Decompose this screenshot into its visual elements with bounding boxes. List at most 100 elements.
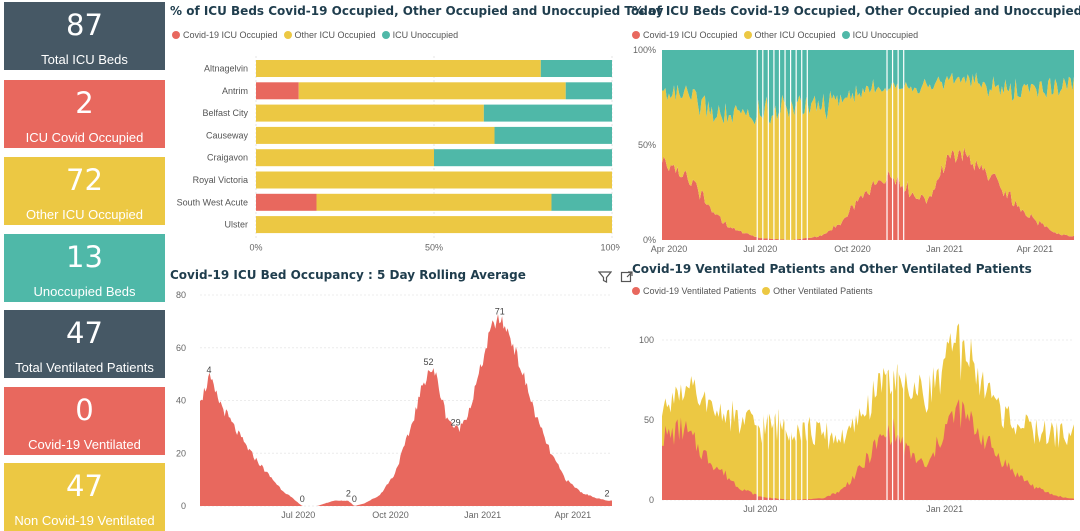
bar-segment	[256, 60, 541, 77]
legend-marker	[762, 287, 771, 295]
x-tick-label: Apr 2021	[555, 510, 592, 520]
kpi-value: 0	[75, 393, 94, 427]
kpi-card: 87 Total ICU Beds	[4, 2, 165, 70]
x-tick-label: Jul 2020	[281, 510, 315, 520]
legend-marker	[841, 31, 850, 39]
kpi-card: 72 Other ICU Occupied	[4, 157, 165, 225]
y-category-label: South West Acute	[177, 197, 248, 207]
trend-chart-legend: Covid-19 ICU Occupied Other ICU Occupied I…	[632, 30, 918, 40]
y-tick-label: 40	[176, 396, 186, 406]
today-chart-legend: Covid-19 ICU Occupied Other ICU Occupied I…	[172, 30, 458, 40]
bar-segment	[256, 193, 317, 211]
legend-item[interactable]: Other ICU Occupied	[743, 30, 836, 40]
kpi-label: Unoccupied Beds	[33, 284, 136, 299]
y-category-label: Causeway	[206, 130, 249, 140]
kpi-value: 47	[66, 316, 103, 350]
data-label: 2	[346, 489, 351, 499]
kpi-card: 0 Covid-19 Ventilated	[4, 387, 165, 455]
legend-item[interactable]: Other Ventilated Patients	[762, 286, 873, 296]
kpi-card: 47 Non Covid-19 Ventilated	[4, 463, 165, 531]
legend-label: Covid-19 ICU Occupied	[183, 30, 278, 40]
legend-marker	[632, 31, 640, 39]
legend-item[interactable]: ICU Unoccupied	[841, 30, 919, 40]
legend-item[interactable]: Other ICU Occupied	[283, 30, 376, 40]
legend-item[interactable]: Covid-19 ICU Occupied	[172, 30, 278, 40]
bar-segment	[256, 216, 612, 234]
bar-segment	[494, 126, 612, 144]
data-label: 29	[451, 418, 461, 428]
x-tick-label: Jan 2021	[464, 510, 501, 520]
data-label: 71	[495, 307, 505, 317]
filter-icon[interactable]	[598, 270, 612, 284]
kpi-value: 47	[66, 469, 103, 503]
x-tick-label: 0%	[249, 242, 262, 252]
kpi-value: 13	[66, 240, 103, 274]
data-label: 52	[424, 357, 434, 367]
legend-label: ICU Unoccupied	[852, 30, 919, 40]
bar-segment	[316, 193, 552, 211]
today-occupancy-panel: % of ICU Beds Covid-19 Occupied, Other O…	[168, 0, 663, 262]
x-tick-label: Jan 2021	[926, 504, 963, 514]
bar-segment	[298, 82, 566, 100]
y-tick-label: 50	[644, 415, 654, 425]
y-category-label: Ulster	[224, 220, 248, 230]
other-area	[662, 72, 1074, 241]
bar-segment	[434, 149, 612, 167]
today-chart-title: % of ICU Beds Covid-19 Occupied, Other O…	[170, 4, 664, 18]
y-tick-label: 0%	[643, 235, 656, 245]
x-tick-label: Jul 2020	[743, 504, 777, 514]
kpi-card: 2 ICU Covid Occupied	[4, 80, 165, 148]
legend-marker	[743, 31, 752, 39]
x-tick-label: Jul 2020	[743, 244, 777, 254]
legend-item[interactable]: Covid-19 Ventilated Patients	[632, 286, 756, 296]
data-label: 4	[207, 365, 212, 375]
bar-segment	[256, 171, 612, 189]
unoccupied-area	[662, 50, 1074, 125]
legend-item[interactable]: ICU Unoccupied	[381, 30, 459, 40]
legend-marker	[283, 31, 292, 39]
bar-segment	[551, 193, 612, 211]
kpi-label: Total ICU Beds	[41, 52, 128, 67]
bar-segment	[256, 149, 434, 167]
y-category-label: Belfast City	[202, 108, 248, 118]
today-bar-chart: 0% 50% 100% Altnagelvin Antrim Belfast City Ca…	[177, 56, 620, 252]
kpi-label: Total Ventilated Patients	[15, 360, 154, 375]
data-label: 0	[300, 494, 305, 504]
y-tick-label: 50%	[638, 140, 656, 150]
kpi-label: ICU Covid Occupied	[25, 130, 144, 145]
legend-label: ICU Unoccupied	[392, 30, 459, 40]
legend-marker	[381, 31, 390, 39]
x-tick-label: Oct 2020	[372, 510, 409, 520]
y-tick-label: 20	[176, 448, 186, 458]
ventilated-chart-legend: Covid-19 Ventilated Patients Other Ventil…	[632, 286, 873, 296]
legend-marker	[172, 31, 180, 39]
covid-rolling-area	[200, 314, 612, 506]
data-label: 0	[352, 494, 357, 504]
bar-segment	[565, 82, 612, 100]
legend-label: Covid-19 Ventilated Patients	[643, 286, 757, 296]
focus-mode-icon[interactable]	[620, 270, 634, 284]
kpi-label: Covid-19 Ventilated	[28, 437, 141, 452]
rolling-chart-title: Covid-19 ICU Bed Occupancy : 5 Day Rolli…	[170, 268, 526, 282]
x-tick-label: Oct 2020	[834, 244, 871, 254]
kpi-value: 87	[66, 8, 103, 42]
ventilated-chart-title: Covid-19 Ventilated Patients and Other V…	[632, 262, 1032, 276]
y-tick-label: 0	[649, 495, 654, 505]
covid-ventilated-area	[662, 399, 1074, 500]
kpi-value: 2	[75, 86, 94, 120]
kpi-label: Other ICU Occupied	[25, 207, 144, 222]
y-tick-label: 80	[176, 290, 186, 300]
kpi-card: 13 Unoccupied Beds	[4, 234, 165, 302]
x-tick-label: Jan 2021	[926, 244, 963, 254]
y-tick-label: 100	[639, 335, 654, 345]
y-category-label: Antrim	[222, 86, 248, 96]
kpi-label: Non Covid-19 Ventilated	[14, 513, 155, 528]
x-tick-label: 50%	[425, 242, 443, 252]
bar-segment	[256, 126, 495, 144]
trend-occupancy-panel: % of ICU Beds Covid-19 Occupied, Other O…	[628, 0, 1080, 262]
legend-item[interactable]: Covid-19 ICU Occupied	[632, 30, 738, 40]
legend-label: Other ICU Occupied	[294, 30, 376, 40]
x-tick-label: Apr 2021	[1017, 244, 1054, 254]
legend-marker	[632, 287, 640, 295]
